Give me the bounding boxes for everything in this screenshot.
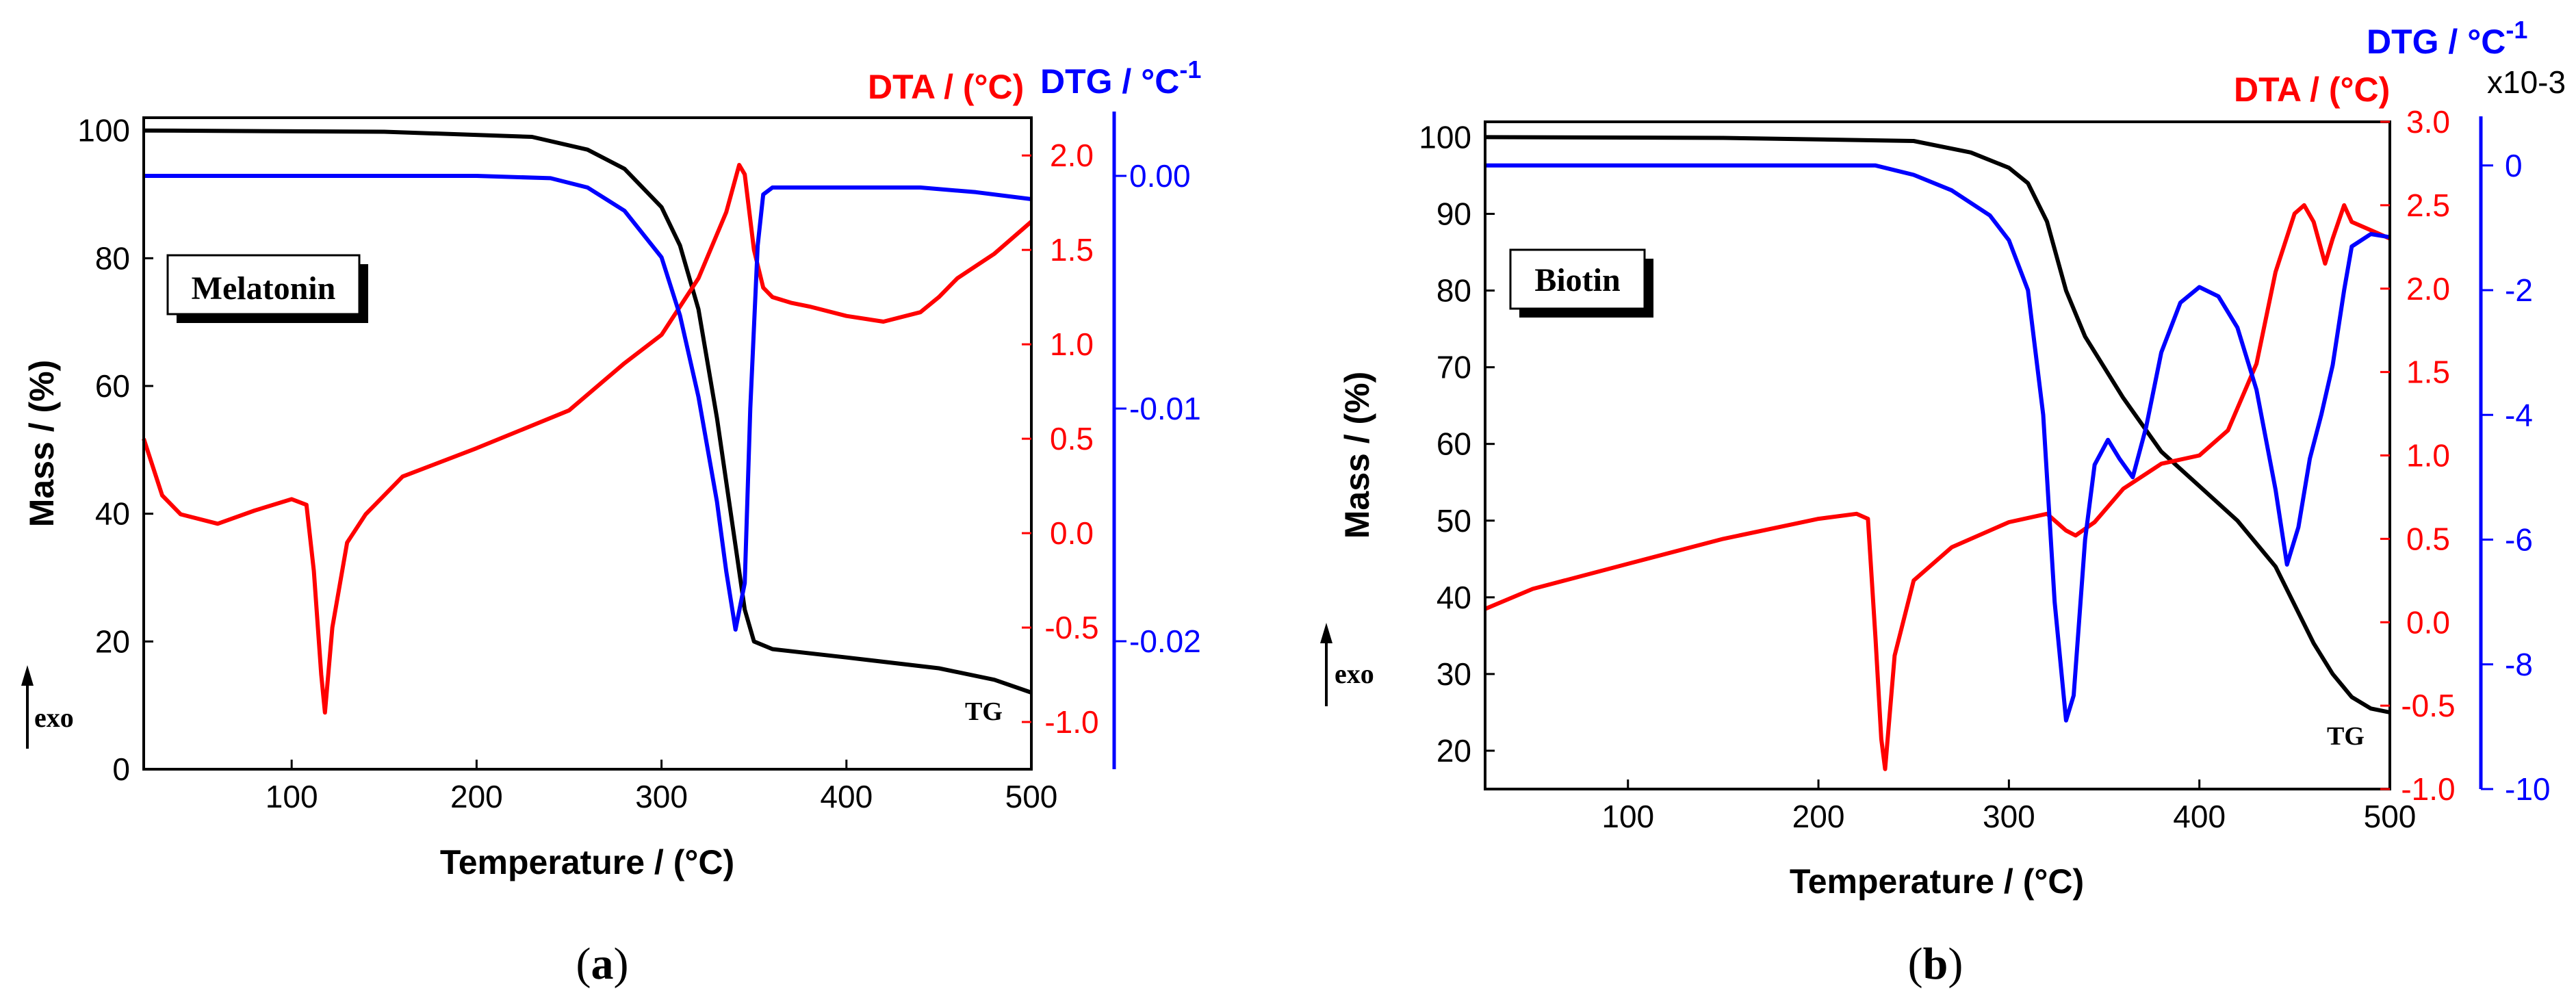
panel-b-dta-line xyxy=(1484,203,2391,771)
panel-b-mass-tick-label: 90 xyxy=(1437,196,1471,231)
panel-a-dtg-line xyxy=(144,174,1032,632)
panel-a-dta-tick-label: -0.5 xyxy=(1044,610,1098,645)
panel-b-mass-tick-label: 20 xyxy=(1437,733,1471,769)
panel-b-x-tick-label: 500 xyxy=(2364,799,2417,834)
panel-a-x-axis-label: Temperature / (°C) xyxy=(440,843,734,881)
panel-a-mass-tick-label: 60 xyxy=(95,368,130,404)
panel-a-mass-tick-label: 0 xyxy=(112,751,130,787)
panel-b-mass-axis-label: Mass / (%) xyxy=(1338,372,1376,539)
panel-b-mass-tick-label: 40 xyxy=(1437,580,1471,615)
panel-a-dtg-axis-label: DTG / °C-1 xyxy=(1040,55,1201,101)
panel-b-mass-tick-label: 60 xyxy=(1437,426,1471,462)
panel-a: 100 200 300 400 500 0 20 40 60 80 100 -1.0 -0.5 0.0 0.… xyxy=(21,55,1201,989)
panel-a-x-tick-label: 300 xyxy=(635,779,688,814)
panel-b-dtg-line xyxy=(1485,163,2391,723)
panel-a-dta-tick-label: 0.5 xyxy=(1050,421,1094,456)
panel-a-x-tick-label: 200 xyxy=(450,779,503,814)
panel-a-tg-label: TG xyxy=(965,697,1003,726)
panel-a-sample-label: Melatonin xyxy=(192,270,336,307)
panel-b-x-tick-label: 400 xyxy=(2173,799,2226,834)
panel-a-dtg-tick-label: 0.00 xyxy=(1129,158,1191,194)
panel-b-dtg-tick-label: -8 xyxy=(2505,647,2533,682)
panel-a-dta-line xyxy=(142,163,1033,715)
panel-b-dta-tick-label: 1.0 xyxy=(2406,438,2450,474)
panel-a-dta-tick-label: 0.0 xyxy=(1050,515,1094,551)
panel-b-dtg-tick-label: -4 xyxy=(2505,397,2533,433)
panel-b-dta-tick-label: 0.0 xyxy=(2406,604,2450,640)
panel-a-x-tick-label: 500 xyxy=(1005,779,1058,814)
panel-b-exo-label: exo xyxy=(1335,658,1374,689)
panel-b-mass-tick-label: 80 xyxy=(1437,273,1471,309)
panel-b-exo-indicator: exo xyxy=(1320,623,1374,706)
panel-a-plot-frame xyxy=(142,116,1033,771)
panel-b-dtg-axis-label: DTG / °C-1 xyxy=(2367,16,2527,61)
panel-b-dta-tick-label: 0.5 xyxy=(2406,521,2450,556)
panel-a-dta-tick-label: 2.0 xyxy=(1050,138,1094,173)
panel-a-series xyxy=(142,128,1033,715)
panel-b: 100 200 300 400 500 20 30 40 50 60 70 80 90 100 -1.0 -0… xyxy=(1320,16,2566,989)
panel-b-x-tick-label: 300 xyxy=(1983,799,2035,834)
panel-a-x-tick-label: 100 xyxy=(266,779,318,814)
panel-a-dtg-tick-label: -0.02 xyxy=(1129,623,1201,659)
panel-a-x-tick-label: 400 xyxy=(820,779,873,814)
panel-b-x-tick-label: 100 xyxy=(1601,799,1654,834)
panel-b-dtg-tick-label: -2 xyxy=(2505,272,2533,308)
panel-a-dta-tick-label: -1.0 xyxy=(1044,704,1098,740)
panel-b-dta-tick-label: -0.5 xyxy=(2401,688,2455,723)
panel-b-mass-tick-label: 30 xyxy=(1437,656,1471,692)
panel-b-x-tick-label: 200 xyxy=(1792,799,1845,834)
panel-b-sample-label: Biotin xyxy=(1534,262,1620,298)
panel-b-dta-axis-label: DTA / (°C) xyxy=(2234,70,2390,109)
panel-b-dta-tick-label: 2.5 xyxy=(2406,188,2450,223)
panel-b-dtg-multiplier: x10-3 xyxy=(2487,64,2566,100)
panel-a-dta-tick-label: 1.5 xyxy=(1050,232,1094,268)
panel-b-dta-tick-label: 2.0 xyxy=(2406,271,2450,307)
panel-a-dta-tick-label: 1.0 xyxy=(1050,326,1094,362)
panel-b-tg-line xyxy=(1484,135,2391,714)
panel-b-dta-tick-label: 1.5 xyxy=(2406,354,2450,390)
panel-b-sample-label-box: Biotin xyxy=(1509,248,1653,318)
panel-b-dta-tick-label: -1.0 xyxy=(2401,771,2455,807)
panel-a-dtg-tick-label: -0.01 xyxy=(1129,391,1201,426)
panel-b-tg-label: TG xyxy=(2327,722,2365,751)
panel-a-sample-label-box: Melatonin xyxy=(166,254,368,323)
panel-b-x-axis-label: Temperature / (°C) xyxy=(1790,862,2084,901)
panel-b-dtg-tick-label: -10 xyxy=(2505,771,2550,807)
panel-a-mass-axis-label: Mass / (%) xyxy=(23,360,61,528)
panel-a-ticks: 100 200 300 400 500 0 20 40 60 80 100 -1.0 -0.5 0.0 0.… xyxy=(77,113,1201,814)
panel-a-mass-tick-label: 80 xyxy=(95,240,130,276)
panel-b-ticks: 100 200 300 400 500 20 30 40 50 60 70 80 90 100 -1.0 -0… xyxy=(1419,104,2550,834)
panel-b-mass-tick-label: 100 xyxy=(1419,119,1471,155)
panel-b-plot-frame xyxy=(1484,120,2391,790)
panel-b-dtg-tick-label: -6 xyxy=(2505,522,2533,558)
panel-a-caption: (a) xyxy=(576,939,629,989)
panel-b-mass-tick-label: 50 xyxy=(1437,503,1471,539)
panel-a-tg-line xyxy=(143,128,1032,695)
panel-b-mass-tick-label: 70 xyxy=(1437,350,1471,385)
panel-a-dta-axis-label: DTA / (°C) xyxy=(868,68,1024,106)
panel-b-series xyxy=(1484,135,2391,771)
panel-b-dta-tick-label: 3.0 xyxy=(2406,104,2450,140)
panel-b-caption: (b) xyxy=(1908,939,1963,989)
panel-a-mass-tick-label: 20 xyxy=(95,623,130,659)
panel-b-dtg-tick-label: 0 xyxy=(2505,148,2523,183)
panel-a-mass-tick-label: 40 xyxy=(95,496,130,532)
panel-a-exo-label: exo xyxy=(34,702,74,733)
panel-a-exo-indicator: exo xyxy=(21,665,74,749)
panel-a-mass-tick-label: 100 xyxy=(77,113,130,149)
